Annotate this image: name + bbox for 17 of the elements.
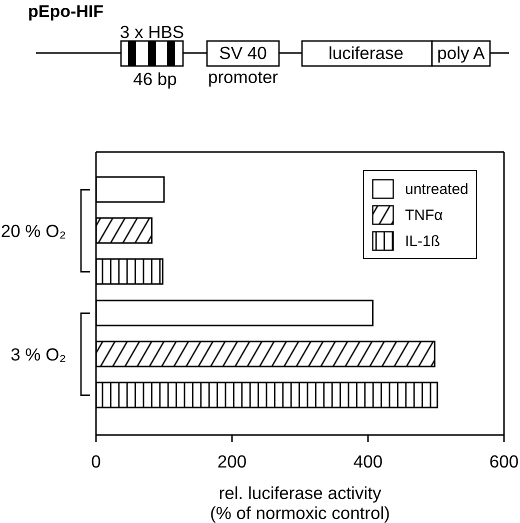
x-tick-label: 200 (217, 451, 247, 472)
legend-label: TNFα (405, 206, 443, 224)
y-tick-label: 20 % O₂ (0, 220, 66, 241)
x-tick-label: 600 (489, 451, 519, 472)
y-tick-label: 3 % O₂ (10, 344, 66, 364)
x-tick-label: 400 (353, 451, 383, 472)
text: luciferase (328, 43, 404, 63)
legend-label: IL-1ß (405, 232, 440, 250)
text: 46 bp (133, 69, 177, 89)
text: SV 40 (219, 43, 268, 63)
text: promoter (208, 67, 278, 87)
chart-title: pEpo-HIF (28, 2, 104, 20)
legend-label: untreated (405, 180, 468, 198)
x-axis-title: rel. luciferase activity (% of normoxic control) (210, 483, 390, 523)
x-tick-label: 0 (91, 451, 102, 472)
text: poly A (437, 43, 486, 63)
text: 3 x HBS (120, 22, 184, 42)
